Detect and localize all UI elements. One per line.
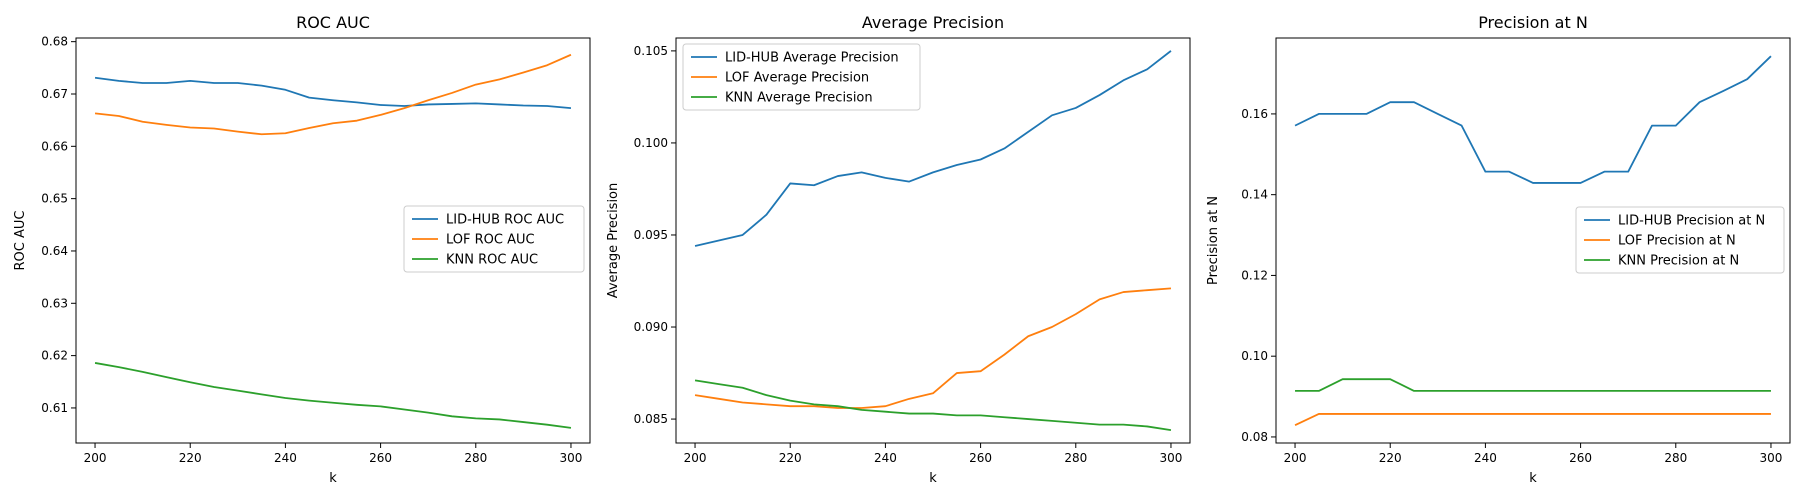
x-tick-label: 200 (684, 451, 707, 465)
series-line-2 (1294, 413, 1771, 427)
chart-title: Precision at N (1478, 13, 1588, 32)
x-tick-label: 220 (779, 451, 802, 465)
x-tick-label: 220 (1379, 451, 1402, 465)
y-tick-label: 0.085 (634, 412, 668, 426)
plot-frame (675, 37, 1191, 444)
y-tick-label: 0.65 (41, 192, 68, 206)
series-line-1 (694, 50, 1172, 247)
series-line-2 (694, 287, 1172, 409)
y-tick-label: 0.12 (1241, 268, 1268, 282)
legend-label: KNN Precision at N (1618, 254, 1739, 269)
chart-panel-3: Precision at N 200 220 240 260 280 300 0.08 0.10… (1206, 13, 1791, 486)
legend-label: LID-HUB ROC AUC (446, 213, 564, 228)
plot-frame (75, 37, 591, 444)
y-tick-label: 0.63 (41, 296, 68, 310)
y-tick-label: 0.62 (41, 349, 68, 363)
y-tick-label: 0.095 (634, 228, 668, 242)
y-tick-label: 0.10 (1241, 349, 1268, 363)
x-tick-label: 280 (1664, 451, 1687, 465)
legend: LID-HUB ROC AUC LOF ROC AUC KNN ROC AUC (403, 205, 585, 273)
legend-label: LID-HUB Average Precision (725, 51, 899, 66)
chart-panel-2: Average Precision 200 220 240 260 280 300 0.085… (606, 13, 1191, 486)
legend-label: KNN ROC AUC (446, 253, 538, 268)
y-tick-label: 0.105 (634, 44, 668, 58)
series-line-3 (1295, 378, 1771, 392)
x-tick-label: 200 (84, 451, 107, 465)
x-tick-label: 260 (369, 451, 392, 465)
chart-panel-1: ROC AUC 200 220 240 260 280 300 0.61 0.62 0.63 0.6… (13, 13, 591, 486)
x-axis-label: k (1529, 471, 1537, 486)
chart-title: ROC AUC (296, 13, 370, 32)
x-tick-label: 200 (1284, 451, 1307, 465)
x-axis-label: k (329, 471, 337, 486)
legend: LID-HUB Precision at N LOF Precision at N… (1575, 206, 1785, 274)
y-tick-label: 0.16 (1241, 107, 1268, 121)
series-line-2 (94, 53, 572, 136)
series-line-1 (1294, 55, 1772, 184)
series-line-3 (94, 362, 572, 429)
y-tick-label: 0.67 (41, 87, 68, 101)
x-tick-label: 240 (874, 451, 897, 465)
legend-box (1575, 206, 1785, 274)
x-tick-label: 220 (179, 451, 202, 465)
x-axis-label: k (929, 471, 937, 486)
x-tick-label: 280 (464, 451, 487, 465)
y-tick-label: 0.090 (634, 320, 668, 334)
x-tick-label: 240 (274, 451, 297, 465)
chart-title: Average Precision (862, 13, 1004, 32)
y-axis-label: ROC AUC (13, 211, 28, 271)
legend-label: LOF ROC AUC (446, 233, 535, 248)
legend-label: LOF Precision at N (1618, 234, 1736, 249)
y-tick-label: 0.66 (41, 139, 68, 153)
legend-box (682, 43, 921, 111)
y-tick-label: 0.100 (634, 136, 668, 150)
legend-label: KNN Average Precision (725, 91, 873, 106)
y-tick-label: 0.64 (41, 244, 68, 258)
series-line-3 (694, 379, 1172, 431)
x-tick-label: 300 (560, 451, 583, 465)
x-tick-label: 300 (1760, 451, 1783, 465)
legend: LID-HUB Average Precision LOF Average Pre… (682, 43, 921, 111)
x-tick-label: 240 (1474, 451, 1497, 465)
y-axis-label: Precision at N (1206, 196, 1221, 285)
y-axis-label: Average Precision (606, 183, 621, 299)
x-tick-label: 280 (1064, 451, 1087, 465)
series-line-1 (94, 76, 572, 110)
x-tick-label: 300 (1160, 451, 1183, 465)
plot-frame (1275, 37, 1791, 444)
y-tick-label: 0.14 (1241, 188, 1268, 202)
x-tick-label: 260 (1569, 451, 1592, 465)
y-tick-label: 0.68 (41, 35, 68, 49)
y-tick-label: 0.61 (41, 401, 68, 415)
x-tick-label: 260 (969, 451, 992, 465)
y-tick-label: 0.08 (1241, 430, 1268, 444)
legend-box (403, 205, 585, 273)
legend-label: LID-HUB Precision at N (1618, 214, 1765, 229)
legend-label: LOF Average Precision (725, 71, 869, 86)
